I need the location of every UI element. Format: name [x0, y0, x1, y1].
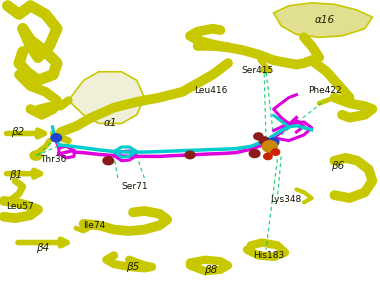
- Text: Lys348: Lys348: [270, 195, 301, 204]
- Text: Leu57: Leu57: [6, 202, 33, 211]
- Circle shape: [249, 150, 260, 158]
- Circle shape: [268, 138, 279, 146]
- Circle shape: [30, 151, 42, 160]
- Circle shape: [264, 153, 272, 160]
- Circle shape: [271, 149, 280, 155]
- Text: His183: His183: [253, 251, 284, 260]
- Text: β8: β8: [204, 265, 217, 275]
- Polygon shape: [274, 3, 372, 37]
- Text: Ser415: Ser415: [241, 66, 274, 75]
- Text: α16: α16: [315, 15, 335, 25]
- Circle shape: [185, 151, 195, 159]
- Text: β5: β5: [127, 262, 139, 272]
- Text: β2: β2: [11, 127, 25, 137]
- Polygon shape: [68, 72, 144, 123]
- Circle shape: [262, 141, 277, 152]
- Text: Ile74: Ile74: [84, 221, 106, 230]
- Circle shape: [103, 157, 114, 165]
- Circle shape: [259, 137, 269, 144]
- Circle shape: [265, 145, 275, 152]
- Text: Thr36: Thr36: [40, 155, 66, 164]
- Text: β1: β1: [10, 170, 23, 180]
- Text: β6: β6: [331, 162, 344, 171]
- Circle shape: [254, 133, 263, 140]
- Text: α1: α1: [103, 119, 117, 128]
- Text: Leu416: Leu416: [194, 86, 227, 95]
- Text: Phe422: Phe422: [308, 86, 341, 95]
- Text: β4: β4: [36, 243, 49, 253]
- Circle shape: [261, 66, 271, 73]
- Circle shape: [51, 134, 62, 142]
- Text: Ser71: Ser71: [122, 182, 148, 191]
